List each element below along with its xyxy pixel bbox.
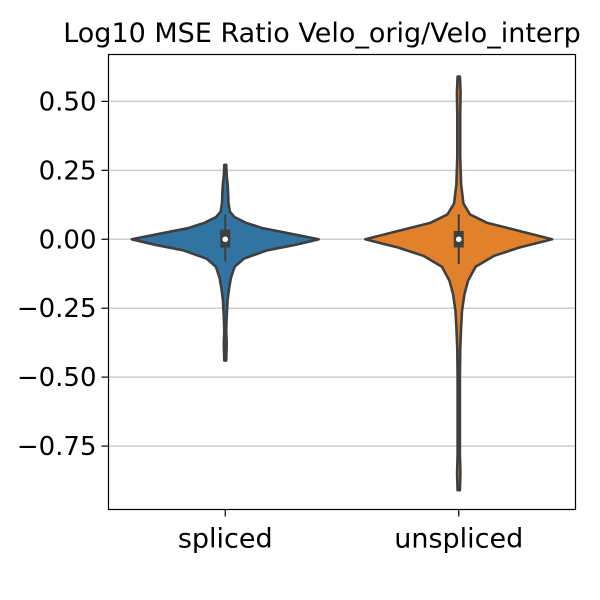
violin-body-spliced bbox=[130, 163, 320, 362]
y-tick-label: −0.25 bbox=[17, 294, 97, 324]
violins bbox=[130, 75, 554, 492]
y-tick-label: 0.25 bbox=[39, 156, 97, 186]
x-tick-label: unspliced bbox=[394, 524, 523, 555]
chart-title: Log10 MSE Ratio Velo_orig/Velo_interp bbox=[63, 18, 581, 49]
plot-frame bbox=[107, 53, 577, 511]
y-tick-label: 0.00 bbox=[39, 225, 97, 255]
violin-median-unspliced bbox=[455, 236, 462, 243]
grid-lines bbox=[108, 100, 576, 447]
y-tick-label: −0.75 bbox=[17, 432, 97, 462]
x-tick-label: spliced bbox=[178, 524, 273, 555]
y-axis: 0.50 0.25 0.00 −0.25 −0.50 −0.75 bbox=[17, 87, 109, 462]
violin-median-spliced bbox=[222, 236, 229, 243]
x-axis: spliced unspliced bbox=[178, 509, 523, 555]
y-tick-label: −0.50 bbox=[17, 363, 97, 393]
violin-body-unspliced bbox=[364, 75, 554, 492]
y-tick-label: 0.50 bbox=[39, 87, 97, 117]
